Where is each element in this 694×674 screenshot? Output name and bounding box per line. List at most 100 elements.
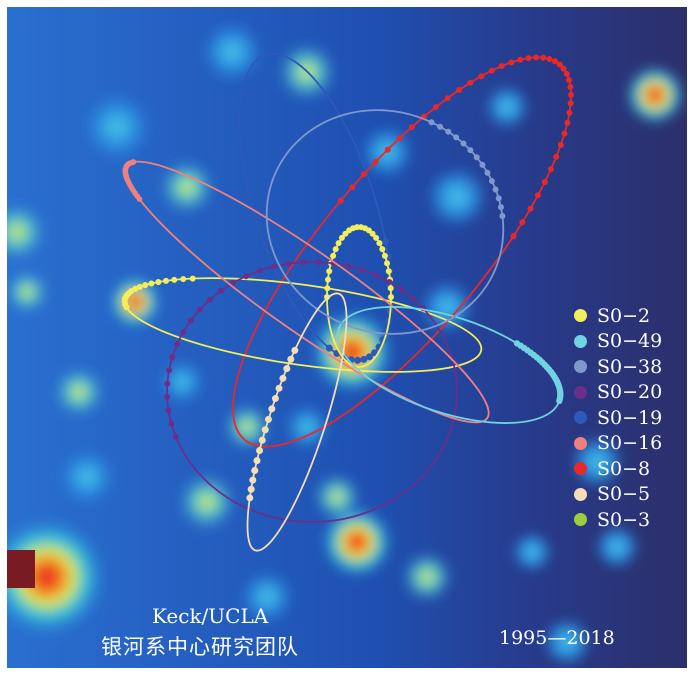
- star-position-dot: [264, 415, 272, 423]
- emission-blob: [571, 436, 623, 488]
- star-position-dot: [386, 279, 393, 285]
- star-position-dot: [163, 277, 170, 284]
- star-position-dot: [546, 56, 553, 63]
- star-position-dot: [384, 260, 390, 267]
- star-position-dot: [432, 104, 439, 111]
- star-position-dot: [467, 147, 474, 154]
- legend-label: S0−20: [597, 381, 663, 404]
- star-position-dot: [180, 329, 187, 336]
- star-position-dot: [247, 485, 255, 493]
- star-position-dot: [376, 240, 383, 247]
- star-position-dot: [379, 246, 386, 253]
- star-position-dot: [360, 171, 367, 178]
- emission-blob: [83, 93, 151, 161]
- legend-swatch: [574, 436, 587, 450]
- star-position-dot: [172, 433, 179, 440]
- star-position-dot: [525, 55, 532, 62]
- star-position-dot: [488, 178, 495, 185]
- orbit-s0-49: [336, 306, 564, 424]
- star-position-dot: [479, 161, 486, 168]
- emission-blob: [7, 202, 47, 262]
- star-position-dot: [132, 285, 139, 292]
- star-position-dot: [373, 234, 380, 241]
- star-position-dot: [566, 77, 573, 84]
- star-position-dot: [256, 267, 263, 274]
- star-position-dot: [519, 219, 526, 226]
- star-position-dot: [187, 317, 194, 324]
- star-position-dot: [396, 135, 403, 142]
- star-position-dot: [497, 204, 504, 211]
- orbit-s0-2: [121, 275, 483, 373]
- star-position-dot: [345, 263, 352, 270]
- star-position-dot: [561, 130, 568, 137]
- star-position-dot: [164, 394, 171, 400]
- emission-blob: [177, 472, 237, 532]
- emission-blob: [401, 551, 453, 603]
- star-position-dot: [251, 467, 259, 475]
- star-position-dot: [445, 128, 452, 135]
- galactic-center-image: S0−2 S0−49 S0−38 S0−20 S0−19 S0−16 S0−8 S0−5 S0−…: [7, 7, 687, 668]
- emission-blob: [485, 85, 529, 129]
- star-position-dot: [300, 259, 307, 266]
- legend-swatch: [574, 411, 587, 425]
- star-position-dot: [130, 159, 137, 165]
- orbit-s0-16: [122, 159, 490, 424]
- emission-blob: [512, 532, 552, 572]
- legend-swatch: [574, 462, 587, 476]
- star-position-dot: [385, 268, 392, 275]
- star-position-dot: [498, 63, 505, 70]
- star-position-dot: [275, 384, 283, 392]
- star-position-dot: [372, 158, 379, 165]
- star-position-dot: [253, 457, 261, 465]
- emission-blob: [159, 159, 215, 215]
- star-position-dot: [567, 83, 574, 90]
- legend-swatch: [574, 513, 587, 527]
- star-position-dot: [136, 283, 143, 290]
- star-position-dot: [492, 186, 499, 193]
- legend-item: S0−2: [574, 303, 662, 329]
- star-position-dot: [387, 285, 394, 292]
- star-position-dot: [551, 58, 558, 65]
- star-position-dot: [171, 276, 178, 283]
- star-position-dot: [478, 73, 485, 80]
- star-position-dot: [488, 67, 495, 74]
- star-position-dot: [169, 354, 176, 361]
- star-position-dot: [354, 356, 362, 364]
- emission-blob: [595, 525, 639, 569]
- credit-english: Keck/UCLA: [152, 604, 269, 628]
- emission-blob: [285, 405, 329, 449]
- star-position-dot: [444, 95, 451, 102]
- star-position-dot: [398, 286, 405, 293]
- legend-label: S0−38: [597, 355, 663, 378]
- emission-blob: [109, 276, 161, 328]
- legend-item: S0−16: [574, 431, 662, 457]
- legend-label: S0−19: [597, 406, 663, 429]
- star-position-dot: [467, 79, 474, 86]
- star-position-dot: [246, 494, 254, 502]
- star-position-dot: [382, 238, 390, 246]
- emission-blob: [59, 449, 115, 505]
- star-position-dot: [365, 353, 373, 361]
- star-position-dot: [142, 282, 149, 289]
- emission-blob: [241, 571, 293, 623]
- orbit-path: [246, 292, 348, 552]
- emission-blob: [543, 618, 591, 666]
- star-position-dot: [409, 295, 416, 302]
- star-position-dot: [568, 91, 575, 98]
- emission-blob: [7, 517, 107, 637]
- star-position-dot: [547, 166, 554, 173]
- emission-blob: [313, 473, 361, 521]
- emission-blob: [7, 270, 49, 314]
- saturated-pixel-patch: [7, 550, 35, 588]
- legend-swatch: [574, 360, 587, 374]
- star-position-dot: [271, 394, 279, 402]
- legend-item: S0−49: [574, 329, 662, 355]
- legend-item: S0−3: [574, 507, 662, 533]
- orbit-s0-20: [164, 259, 458, 523]
- star-position-dot: [271, 263, 277, 270]
- legend-item: S0−5: [574, 482, 662, 508]
- star-position-dot: [279, 374, 287, 382]
- legend-item: S0−20: [574, 380, 662, 406]
- star-position-dot: [566, 109, 573, 116]
- star-position-dot: [499, 213, 506, 220]
